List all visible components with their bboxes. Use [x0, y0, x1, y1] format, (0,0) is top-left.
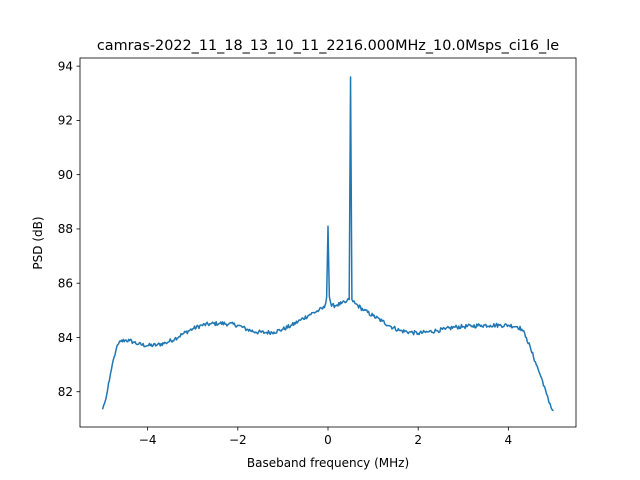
y-tick-label: 84: [58, 331, 73, 345]
y-tick-label: 92: [58, 114, 73, 128]
x-tick-label: −4: [139, 433, 157, 447]
y-axis-label: PSD (dB): [31, 216, 45, 269]
y-axis-ticks: 82 84 86 88 90 92 94: [58, 59, 80, 399]
y-tick-label: 86: [58, 276, 73, 290]
axes-frame: [79, 57, 577, 428]
x-tick-label: 2: [414, 433, 422, 447]
x-axis-ticks: −4 −2 0 2 4: [139, 427, 512, 447]
x-axis-label: Baseband frequency (MHz): [247, 456, 409, 470]
y-tick-label: 90: [58, 168, 73, 182]
y-tick-label: 94: [58, 59, 73, 73]
x-tick-label: −2: [229, 433, 247, 447]
x-tick-label: 0: [324, 433, 332, 447]
x-tick-label: 4: [505, 433, 513, 447]
plot-area: [101, 76, 554, 412]
y-tick-label: 82: [58, 385, 73, 399]
y-tick-label: 88: [58, 222, 73, 236]
chart-title: camras-2022_11_18_13_10_11_2216.000MHz_1…: [97, 38, 559, 54]
psd-series-line: [101, 76, 554, 412]
